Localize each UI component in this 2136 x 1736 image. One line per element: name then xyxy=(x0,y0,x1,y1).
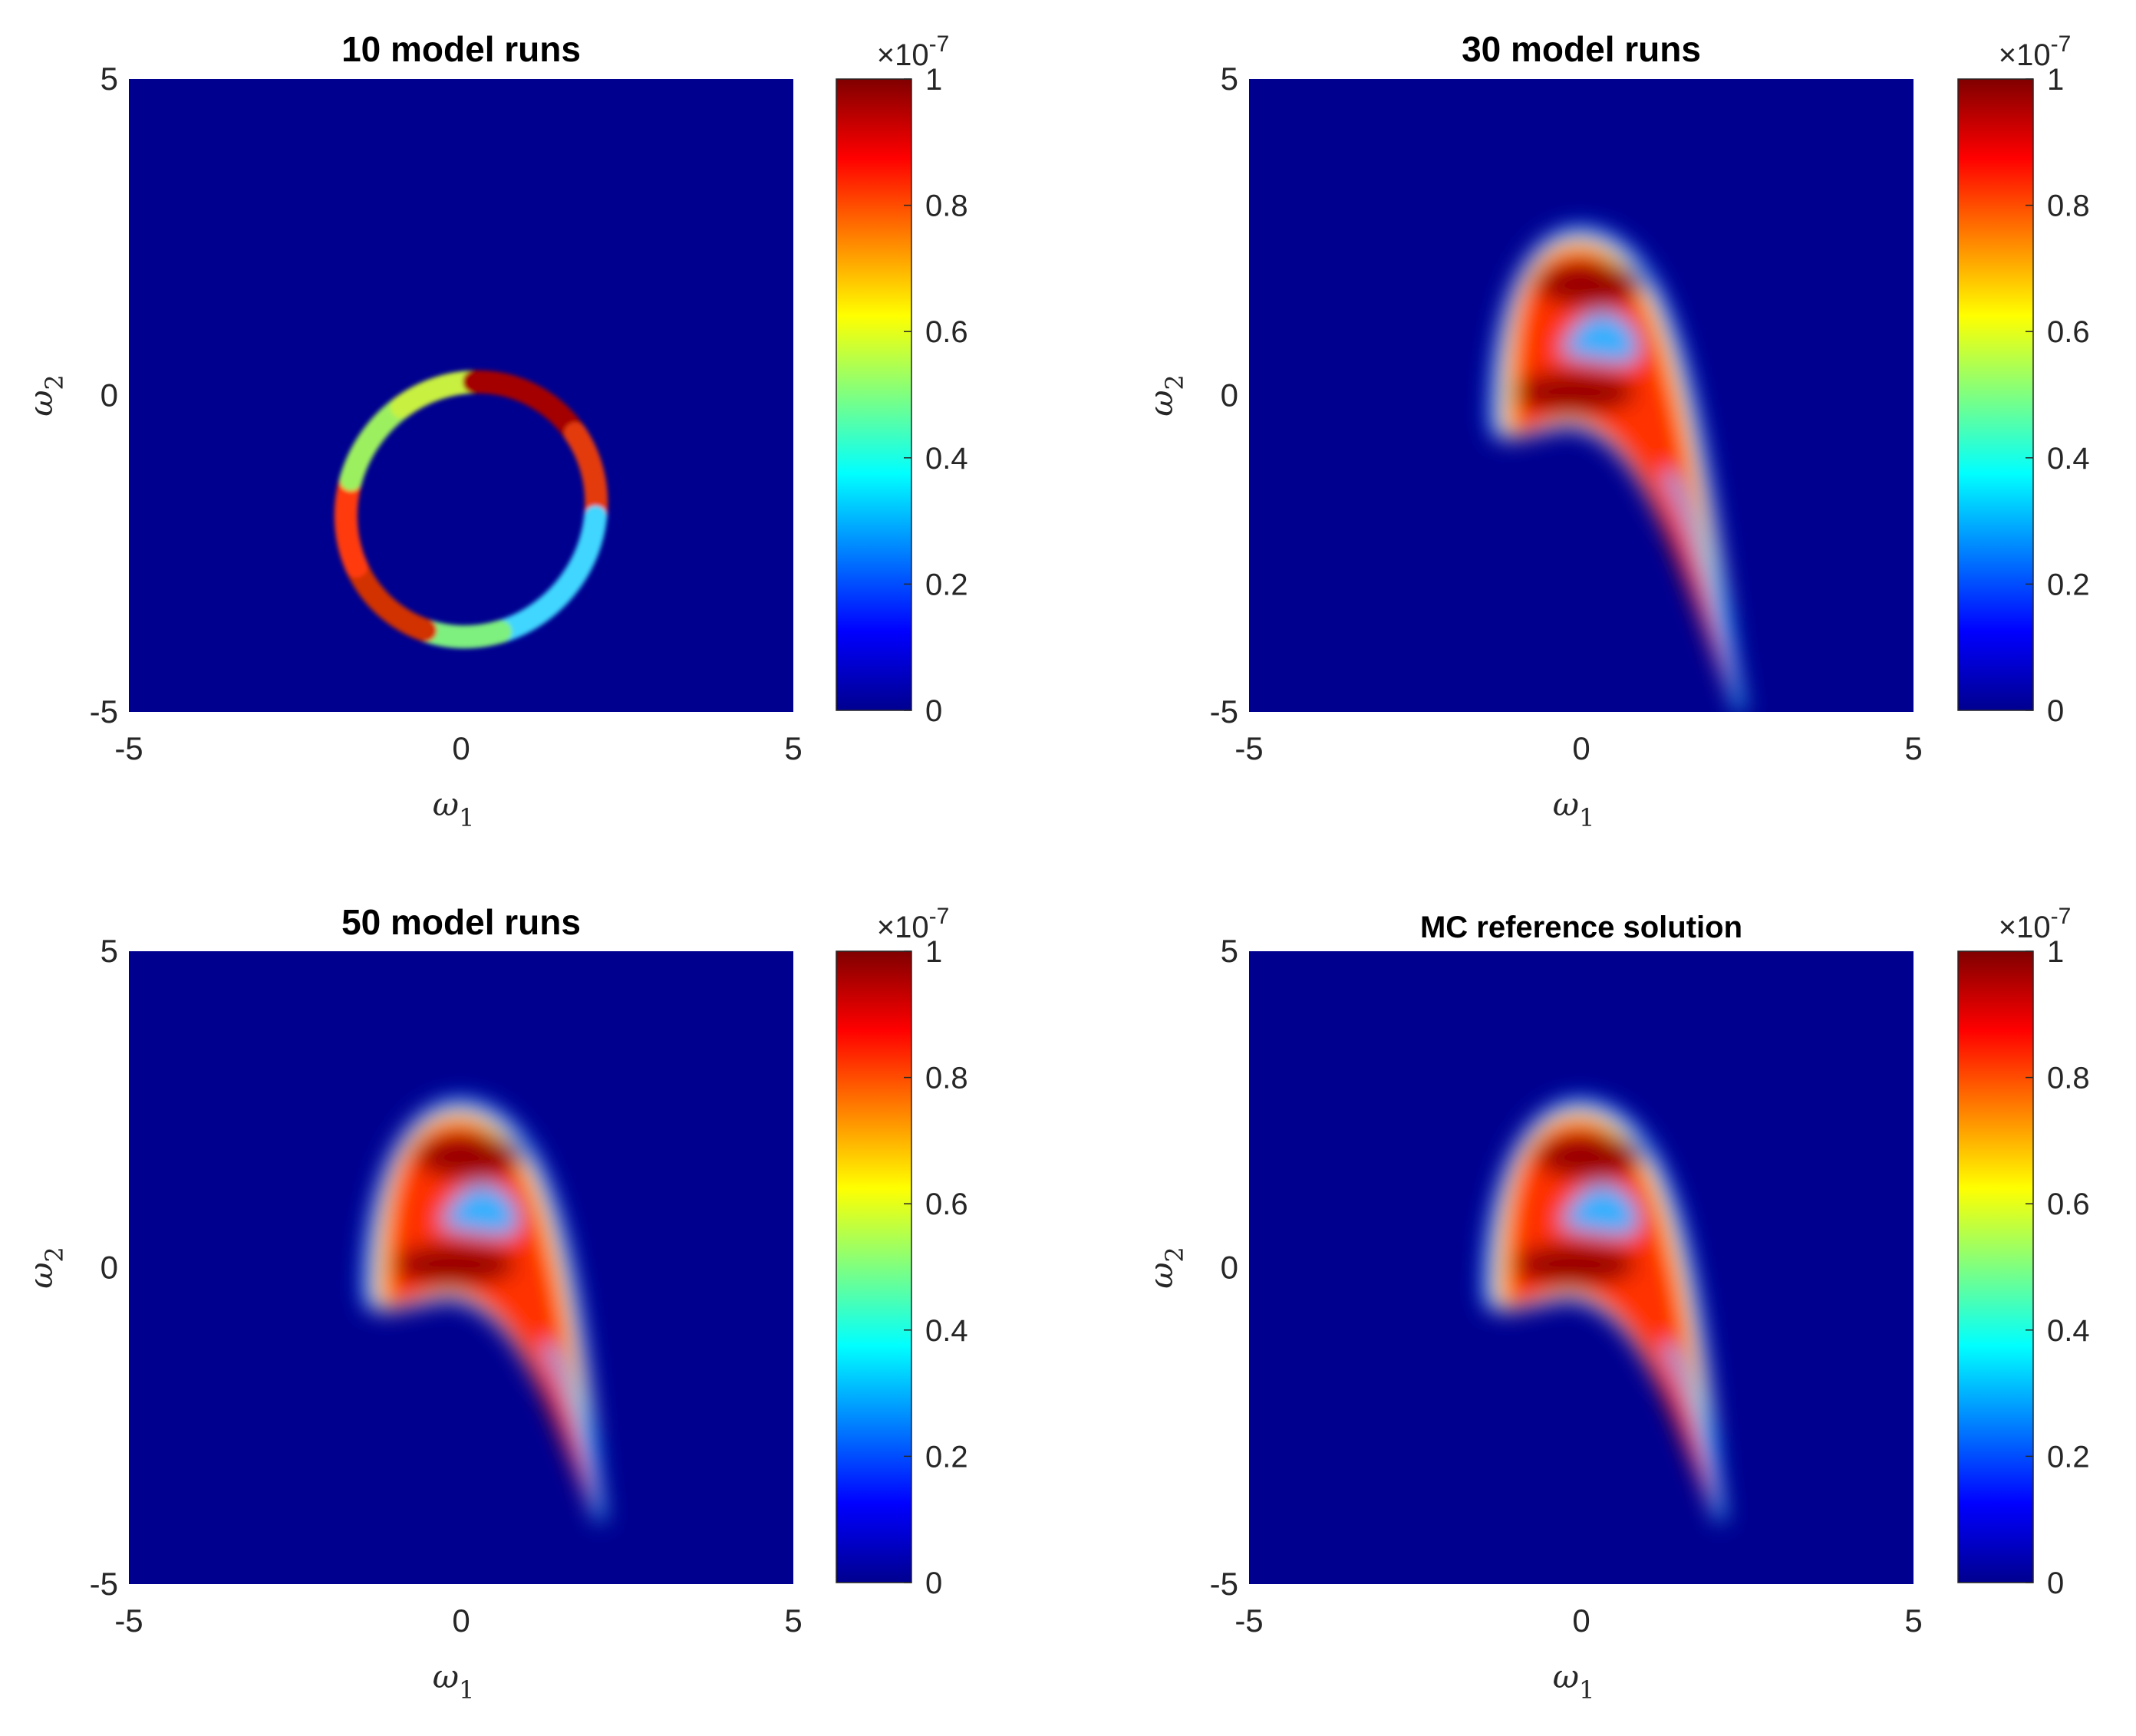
density-peak-upper xyxy=(415,1133,522,1180)
colorbar-tick-label: 0 xyxy=(2047,694,2064,728)
density-hollow xyxy=(1561,1184,1639,1236)
colorbar-exponent: ×10-7 xyxy=(1999,904,2072,944)
colorbar-tick-label: 0.4 xyxy=(925,442,968,476)
density-field xyxy=(1488,224,1746,712)
x-tick-label: 5 xyxy=(784,1603,802,1639)
y-tick-label: 5 xyxy=(1221,61,1238,97)
colorbar-tick-label: 0.2 xyxy=(2047,568,2090,601)
colorbar-tick-label: 1 xyxy=(925,935,942,969)
x-tick-label: 0 xyxy=(1572,730,1590,766)
density-tail xyxy=(1663,1341,1726,1522)
colorbar-tick-label: 0.8 xyxy=(925,189,968,223)
density-field xyxy=(361,1096,606,1522)
panel-3: 50 model runs -5 0 5 -5 0 5 ω1 ω2 0 0.2 0.4 0.6 0.8 1×… xyxy=(22,902,968,1705)
density-peak-upper xyxy=(1535,1133,1643,1180)
y-tick-label: 5 xyxy=(1221,933,1238,969)
ring-segment xyxy=(463,370,588,446)
colorbar-tick-label: 0.8 xyxy=(2047,189,2090,223)
colorbar-exponent: ×10-7 xyxy=(877,904,950,944)
colorbar-tick-label: 1 xyxy=(2047,63,2064,97)
x-axis-label: ω1 xyxy=(1553,1658,1595,1705)
x-tick-label: 5 xyxy=(1904,1603,1922,1639)
y-tick-label: 0 xyxy=(1221,1250,1238,1286)
colorbar-tick-label: 0.8 xyxy=(2047,1062,2090,1095)
y-tick-label: 0 xyxy=(1221,377,1238,413)
density-band xyxy=(385,1121,598,1521)
y-tick-label: 0 xyxy=(101,377,118,413)
colorbar xyxy=(1957,78,2034,711)
x-tick-label: -5 xyxy=(114,1603,143,1639)
density-peak-lower xyxy=(393,1243,516,1286)
colorbar-tick-label: 0.2 xyxy=(925,1440,968,1474)
heatmap-background xyxy=(129,79,793,712)
colorbar-exponent: ×10-7 xyxy=(1999,31,2072,72)
density-band xyxy=(1505,1121,1718,1521)
x-axis-label: ω1 xyxy=(1553,786,1595,832)
panel-title: 10 model runs xyxy=(341,29,581,69)
x-axis-label: ω1 xyxy=(433,1658,475,1705)
density-peak-lower xyxy=(1513,371,1637,414)
colorbar-tick-label: 0.4 xyxy=(2047,442,2090,476)
density-peak-lower xyxy=(1513,1243,1637,1286)
x-tick-label: 0 xyxy=(452,1603,470,1639)
x-tick-label: -5 xyxy=(1234,1603,1263,1639)
x-axis-label: ω1 xyxy=(433,786,475,832)
colorbar-tick-label: 0 xyxy=(2047,1566,2064,1600)
density-field xyxy=(1481,1096,1726,1522)
colorbar xyxy=(1957,950,2034,1583)
y-tick-label: -5 xyxy=(90,1566,118,1602)
y-tick-label: -5 xyxy=(1210,693,1238,730)
panel-title: 50 model runs xyxy=(341,902,581,942)
y-axis-label: ω2 xyxy=(1142,1247,1189,1289)
y-tick-label: 5 xyxy=(101,61,118,97)
x-tick-label: 0 xyxy=(1572,1603,1590,1639)
colorbar-tick-label: 0.6 xyxy=(925,1188,968,1221)
density-tail xyxy=(1663,469,1746,712)
colorbar-exponent: ×10-7 xyxy=(877,31,950,72)
colorbar-tick-label: 0.6 xyxy=(925,315,968,349)
density-tail xyxy=(542,1341,606,1522)
y-tick-label: 0 xyxy=(101,1250,118,1286)
colorbar-tick-label: 0.8 xyxy=(925,1062,968,1095)
colorbar-tick-label: 0.6 xyxy=(2047,315,2090,349)
colorbar-tick-label: 0.2 xyxy=(925,568,968,601)
colorbar-tick-label: 0.6 xyxy=(2047,1188,2090,1221)
colorbar xyxy=(836,950,912,1583)
density-band xyxy=(1512,249,1738,712)
x-tick-label: -5 xyxy=(1234,730,1263,766)
colorbar-tick-label: 1 xyxy=(925,63,942,97)
panel-title: MC reference solution xyxy=(1420,911,1742,944)
ring-segment xyxy=(560,506,608,591)
panel-2: 30 model runs -5 0 5 -5 0 5 ω1 ω2 0 0.2 0.4 0.6 0.8 1×… xyxy=(1142,29,2090,832)
colorbar-tick-label: 0 xyxy=(925,694,942,728)
density-hollow xyxy=(441,1184,519,1236)
colorbar-tick-label: 0.4 xyxy=(925,1314,968,1348)
x-tick-label: 0 xyxy=(452,730,470,766)
density-hollow xyxy=(1561,312,1639,364)
colorbar-tick-label: 0 xyxy=(925,1566,942,1600)
y-axis-label: ω2 xyxy=(1142,374,1189,417)
x-tick-label: 5 xyxy=(784,730,802,766)
colorbar-tick-label: 0.2 xyxy=(2047,1440,2090,1474)
y-tick-label: -5 xyxy=(90,693,118,730)
y-tick-label: -5 xyxy=(1210,1566,1238,1602)
colorbar-tick-label: 0.4 xyxy=(2047,1314,2090,1348)
colorbar-tick-label: 1 xyxy=(2047,935,2064,969)
y-tick-label: 5 xyxy=(101,933,118,969)
panel-title: 30 model runs xyxy=(1462,29,1701,69)
x-tick-label: -5 xyxy=(114,730,143,766)
panel-4: MC reference solution -5 0 5 -5 0 5 ω1 ω2 0 0.2 0.4… xyxy=(1142,904,2090,1705)
density-field xyxy=(334,370,608,649)
x-tick-label: 5 xyxy=(1904,730,1922,766)
y-axis-label: ω2 xyxy=(22,374,69,417)
colorbar xyxy=(836,78,912,711)
density-peak-upper xyxy=(1535,261,1643,308)
panel-1: 10 model runs -5 0 5 -5 0 5 ω1 ω2 0 0.2 0.4 0.6 0.8 1×… xyxy=(22,29,968,832)
y-axis-label: ω2 xyxy=(22,1247,69,1289)
